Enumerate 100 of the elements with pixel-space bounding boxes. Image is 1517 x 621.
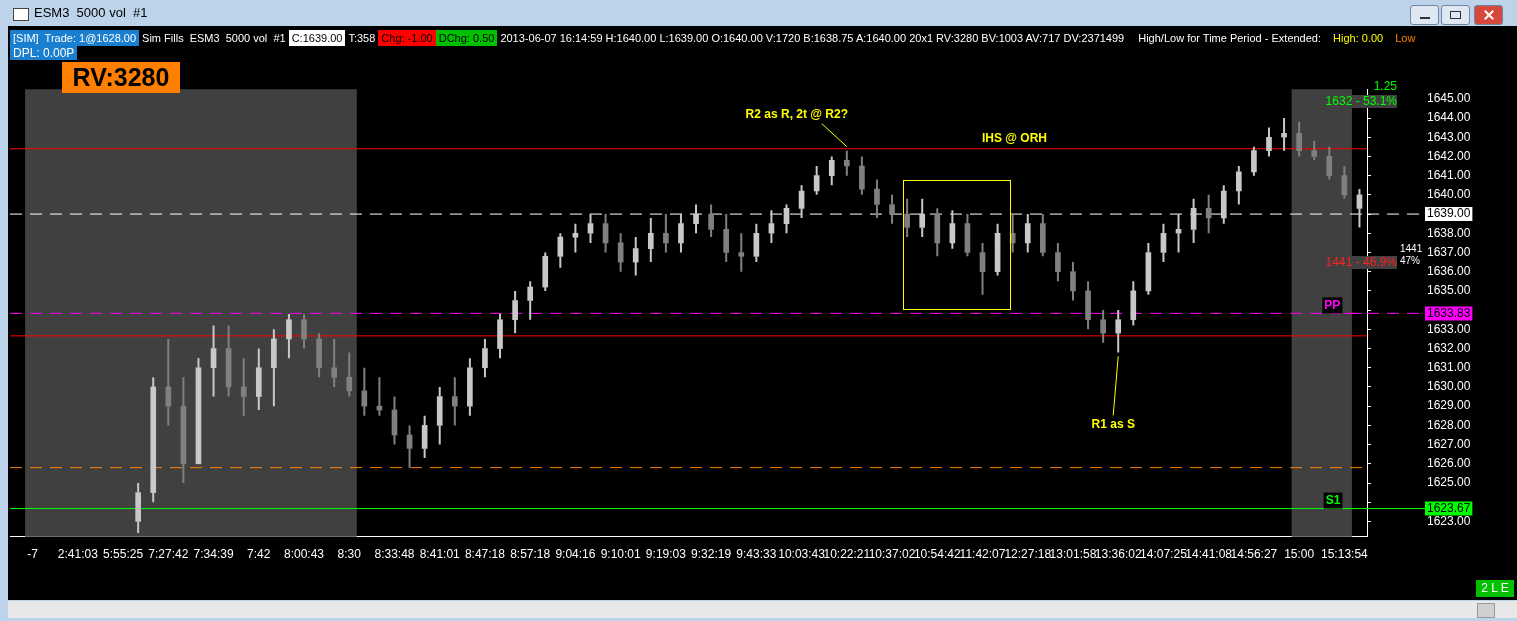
x-tick-label: 15:00 [1284, 547, 1315, 562]
candlestick [1085, 280, 1091, 331]
x-tick-label: 9:32:19 [691, 547, 732, 562]
y-tick-label: 1642.00 [1427, 148, 1471, 163]
x-tick-label: 7:34:39 [193, 547, 234, 562]
candlestick [1281, 117, 1287, 152]
candlestick [632, 236, 639, 277]
x-tick-label: 9:10:01 [600, 547, 641, 562]
y-tick-label: 1629.00 [1427, 398, 1471, 413]
x-tick-label: 8:47:18 [464, 547, 506, 562]
text: 2 L E [1476, 580, 1514, 597]
candlestick [1175, 213, 1182, 254]
text: T:358 [347, 31, 377, 46]
x-tick-label: 8:57:18 [510, 547, 551, 562]
candlestick [738, 232, 745, 273]
text: Sim Fills [141, 31, 185, 46]
y-tick-label: 1636.00 [1427, 264, 1471, 279]
annotation: S1 [1325, 492, 1341, 507]
annotation: IHS @ ORH [982, 131, 1048, 145]
candlestick [708, 203, 714, 239]
candlestick [828, 155, 835, 187]
candlestick [1220, 184, 1227, 225]
text: DChg: 0.50 [435, 30, 498, 46]
annotation: RV:3280 [62, 62, 180, 93]
candlestick [286, 312, 292, 360]
x-tick-label: 7:27:42 [148, 547, 189, 562]
candlestick [346, 351, 353, 398]
candlestick [240, 357, 247, 417]
candlestick [1130, 280, 1137, 327]
y-tick-label: 1641.00 [1427, 167, 1471, 182]
annotation: R1 as S [1091, 416, 1135, 431]
candlestick [693, 203, 699, 235]
candlestick [859, 155, 865, 196]
x-tick-label: 8:00:43 [283, 547, 325, 562]
candlestick [1040, 213, 1046, 258]
y-tick-label: 1640.00 [1427, 187, 1471, 202]
x-tick-label: 7:42 [247, 547, 271, 562]
x-tick-label: 14:41:08 [1185, 547, 1233, 562]
ref-line-label: 1633.83 [1427, 305, 1471, 320]
annotation: 1441 - 46.9% [1325, 255, 1397, 269]
x-tick-label: 9:04:16 [555, 547, 596, 562]
candlestick [874, 178, 880, 219]
x-tick-label: 8:33:48 [374, 547, 415, 562]
x-tick-label: 8:30 [337, 547, 362, 562]
x-tick-label: 5:55:25 [103, 547, 144, 562]
candlestick [527, 280, 534, 321]
candlestick [436, 385, 443, 446]
candlestick [1236, 165, 1242, 206]
candlestick [678, 213, 684, 254]
text: 47% [1400, 254, 1421, 267]
x-tick-label: 14:56:27 [1230, 547, 1278, 562]
text: 2013-06-07 16:14:59 H:1640.00 L:1639.00 O:1640.00 V:1720 B:1638.75 A:1640.00 20x1 RV:3280 BV:1003 AV:717 DV:2371499 [499, 31, 1126, 46]
x-tick-label: 2:41:03 [57, 547, 99, 562]
x-tick-label: 13:01:58 [1049, 547, 1097, 562]
y-tick-label: 1644.00 [1427, 110, 1471, 125]
chart-title: ESM3 5000 vol #1 [34, 5, 148, 20]
ref-line-label: 1623.67 [1427, 500, 1471, 515]
candlestick [1115, 309, 1122, 354]
candlestick [150, 376, 157, 504]
candlestick [482, 337, 488, 379]
candlestick [1070, 261, 1076, 302]
candlestick [1311, 140, 1318, 162]
candlestick [361, 366, 368, 417]
candlestick [723, 213, 730, 264]
candlestick [1024, 213, 1031, 254]
text: High: 0.00 [1332, 31, 1385, 46]
candlestick [889, 193, 895, 225]
candlestick [497, 312, 503, 360]
y-tick-label: 1630.00 [1427, 379, 1471, 394]
y-tick-label: 1635.00 [1427, 283, 1471, 298]
y-tick-label: 1627.00 [1427, 436, 1471, 451]
y-tick-label: 1638.00 [1427, 225, 1471, 240]
x-tick-label: 10:03:43 [778, 547, 826, 562]
text: 1441 [1400, 242, 1423, 255]
candlestick [1251, 145, 1257, 177]
x-tick-label: 8:41:01 [419, 547, 461, 562]
candlestick [663, 213, 669, 254]
x-tick-label: 13:36:02 [1094, 547, 1142, 562]
candlestick [165, 337, 172, 427]
text: [SIM] Trade: 1@1628.00 [10, 30, 140, 46]
candlestick [1100, 309, 1106, 344]
x-tick-label: 11:42:07 [959, 547, 1006, 562]
x-tick-label: 14:07:25 [1140, 547, 1188, 562]
text: C:1639.00 [288, 30, 346, 46]
text: Chg: -1.00 [378, 30, 436, 46]
x-tick-label: 12:27:18 [1004, 547, 1052, 562]
candlestick [316, 332, 322, 379]
y-tick-label: 1632.00 [1427, 340, 1471, 355]
y-tick-label: 1633.00 [1427, 321, 1471, 336]
candlestick [1296, 120, 1302, 158]
candlestick [271, 328, 277, 408]
y-tick-label: 1645.00 [1427, 91, 1471, 106]
y-tick-label: 1628.00 [1427, 417, 1471, 432]
x-tick-label: 10:37:02 [868, 547, 916, 562]
candlestick [934, 207, 941, 258]
text: ESM3 5000 vol #1 [188, 31, 287, 46]
text: 1.25 [1373, 79, 1397, 93]
annotation: PP [1324, 297, 1341, 312]
x-tick-label: 9:43:33 [736, 547, 777, 562]
candlestick [331, 337, 337, 388]
